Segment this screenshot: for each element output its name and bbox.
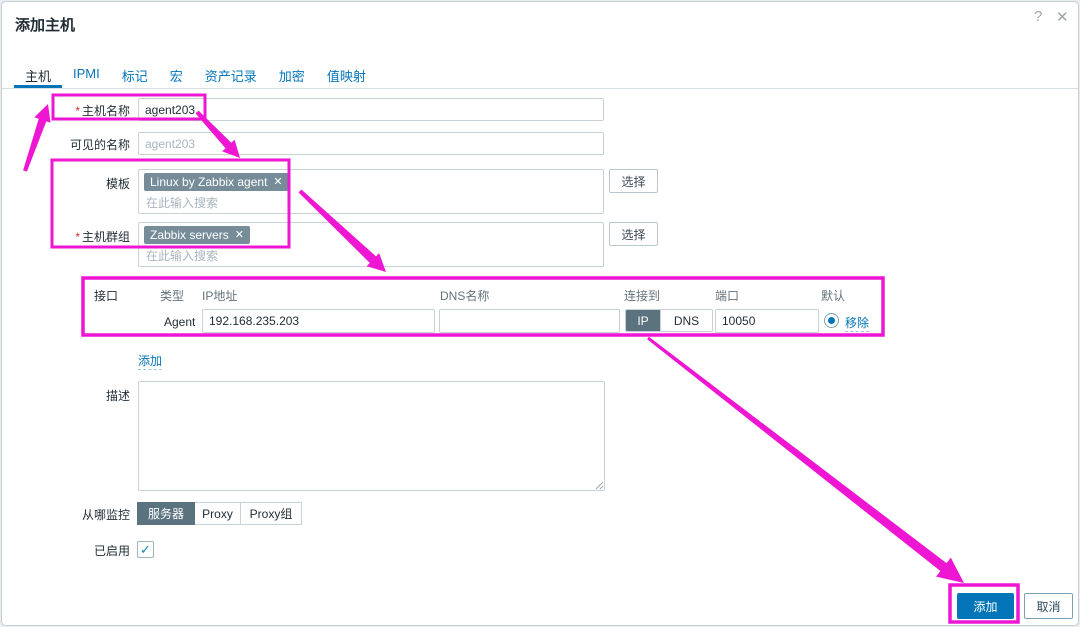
close-icon[interactable]: ✕ — [1056, 9, 1069, 26]
template-chip-label: Linux by Zabbix agent — [150, 175, 268, 189]
checkbox-check-icon: ✓ — [140, 542, 151, 557]
help-icon[interactable]: ? — [1034, 8, 1043, 25]
tab-ipmi[interactable]: IPMI — [73, 66, 100, 81]
interface-port-input[interactable] — [715, 309, 819, 333]
connect-to-ip-option[interactable]: IP — [626, 310, 660, 331]
radio-dot — [828, 317, 835, 324]
tab-divider — [2, 88, 1078, 89]
required-marker: * — [75, 104, 80, 118]
monitored-by-label: 从哪监控 — [81, 508, 130, 522]
host-name-label: * 主机名称 — [75, 104, 130, 118]
interface-add-link[interactable]: 添加 — [138, 354, 163, 370]
connect-to-toggle: IP DNS — [625, 309, 713, 332]
templates-multiselect[interactable]: Linux by Zabbix agent ✕ 在此输入搜索 — [138, 169, 604, 214]
interface-remove-link[interactable]: 移除 — [845, 316, 870, 332]
host-groups-search-placeholder[interactable]: 在此输入搜索 — [146, 249, 219, 263]
templates-search-placeholder[interactable]: 在此输入搜索 — [146, 196, 219, 210]
visible-name-input[interactable] — [138, 132, 604, 155]
description-textarea[interactable] — [138, 381, 605, 491]
interface-type-value: Agent — [164, 315, 196, 329]
interface-col-default: 默认 — [821, 289, 846, 303]
host-groups-label: * 主机群组 — [75, 230, 130, 244]
tab-valuemap[interactable]: 值映射 — [326, 69, 366, 84]
monitored-by-proxy-group[interactable]: Proxy组 — [241, 502, 302, 525]
interface-ip-input[interactable] — [202, 309, 435, 333]
add-button[interactable]: 添加 — [957, 593, 1014, 619]
host-groups-multiselect[interactable]: Zabbix servers ✕ 在此输入搜索 — [138, 222, 604, 267]
connect-to-dns-option[interactable]: DNS — [660, 310, 712, 331]
template-chip: Linux by Zabbix agent ✕ — [144, 173, 289, 191]
cancel-button[interactable]: 取消 — [1024, 593, 1073, 619]
visible-name-label: 可见的名称 — [69, 138, 130, 152]
enabled-checkbox[interactable]: ✓ — [137, 541, 154, 558]
enabled-label: 已启用 — [93, 544, 130, 558]
tab-encryption[interactable]: 加密 — [278, 69, 305, 84]
host-group-chip: Zabbix servers ✕ — [144, 226, 250, 244]
templates-select-button[interactable]: 选择 — [609, 169, 658, 193]
interface-col-connect-to: 连接到 — [624, 289, 661, 303]
tab-host[interactable]: 主机 — [14, 60, 63, 88]
interface-col-ip: IP地址 — [202, 289, 238, 303]
monitored-by-proxy[interactable]: Proxy — [195, 502, 241, 525]
tab-bar: 主机 IPMI 标记 宏 资产记录 加密 值映射 — [14, 60, 377, 88]
chip-remove-icon[interactable]: ✕ — [234, 229, 244, 241]
monitored-by-group: 服务器 Proxy Proxy组 — [137, 502, 302, 525]
default-interface-radio[interactable] — [824, 313, 839, 328]
templates-label: 模板 — [105, 177, 130, 191]
description-label: 描述 — [105, 389, 130, 403]
tab-tags[interactable]: 标记 — [121, 69, 148, 84]
interface-col-port: 端口 — [715, 289, 740, 303]
chip-remove-icon[interactable]: ✕ — [273, 176, 283, 188]
required-marker: * — [75, 230, 80, 244]
interface-col-dns: DNS名称 — [440, 289, 490, 303]
tab-macros[interactable]: 宏 — [169, 69, 183, 84]
host-groups-select-button[interactable]: 选择 — [609, 222, 658, 246]
resize-handle-icon[interactable] — [595, 481, 604, 490]
tab-inventory[interactable]: 资产记录 — [204, 69, 257, 84]
interfaces-label: 接口 — [94, 289, 119, 303]
interface-dns-input[interactable] — [439, 309, 620, 333]
host-name-input[interactable] — [138, 98, 604, 121]
monitored-by-server[interactable]: 服务器 — [137, 502, 195, 525]
dialog-title: 添加主机 — [15, 17, 76, 34]
host-group-chip-label: Zabbix servers — [150, 228, 229, 242]
interface-col-type: 类型 — [160, 289, 185, 303]
